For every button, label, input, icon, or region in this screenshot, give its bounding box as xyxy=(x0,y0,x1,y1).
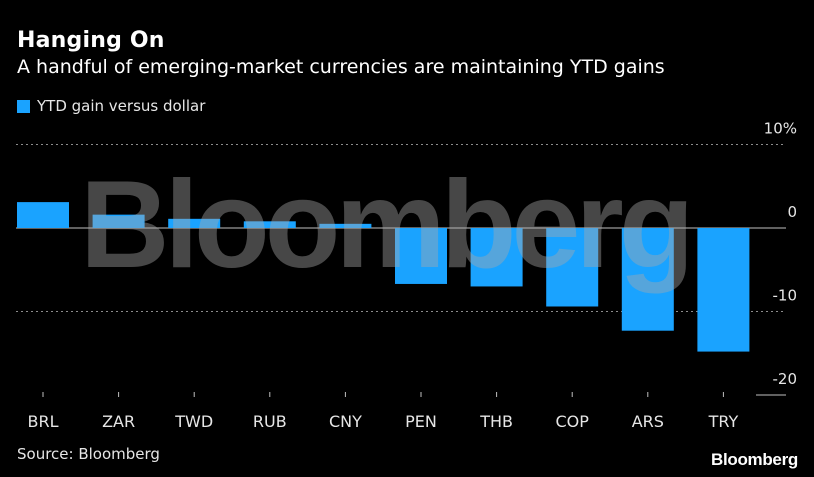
x-tick-label: COP xyxy=(555,412,589,431)
x-tick-label: TWD xyxy=(174,412,213,431)
y-tick-label: 10% xyxy=(764,120,797,138)
y-tick-label: -10 xyxy=(773,287,798,305)
bar-layer xyxy=(17,202,750,352)
y-tick-label: 0 xyxy=(787,203,797,221)
legend-label: YTD gain versus dollar xyxy=(37,97,206,115)
legend-swatch xyxy=(17,99,30,113)
y-tick-label: -20 xyxy=(773,370,798,388)
bar-zar xyxy=(92,214,145,228)
bar-rub xyxy=(243,221,296,228)
x-tick-label: ARS xyxy=(632,412,664,431)
x-tick-label: TRY xyxy=(708,412,739,431)
bar-try xyxy=(697,228,750,352)
bar-cny xyxy=(319,223,372,228)
x-tick-label: RUB xyxy=(253,412,287,431)
x-tick-label: THB xyxy=(479,412,513,431)
legend: YTD gain versus dollar xyxy=(17,96,205,116)
bloomberg-logo: Bloomberg xyxy=(710,450,798,469)
chart-subtitle: A handful of emerging-market currencies … xyxy=(17,56,665,78)
source-note: Source: Bloomberg xyxy=(17,445,160,463)
chart-title: Hanging On xyxy=(17,28,165,53)
x-tick-label: ZAR xyxy=(102,412,135,431)
axis-layer: 10% 0 -10 -20 BRL ZAR TWD RUB CNY PEN THB COP ARS TRY xyxy=(27,120,797,432)
x-tick-label: CNY xyxy=(329,412,362,431)
bar-pen xyxy=(395,228,447,284)
x-tick-label: BRL xyxy=(27,412,58,431)
bar-brl xyxy=(17,202,69,228)
bar-thb xyxy=(470,228,523,287)
bar-ars xyxy=(621,228,674,331)
bar-cop xyxy=(546,228,599,307)
x-tick-label: PEN xyxy=(405,412,437,431)
bar-twd xyxy=(168,218,221,228)
